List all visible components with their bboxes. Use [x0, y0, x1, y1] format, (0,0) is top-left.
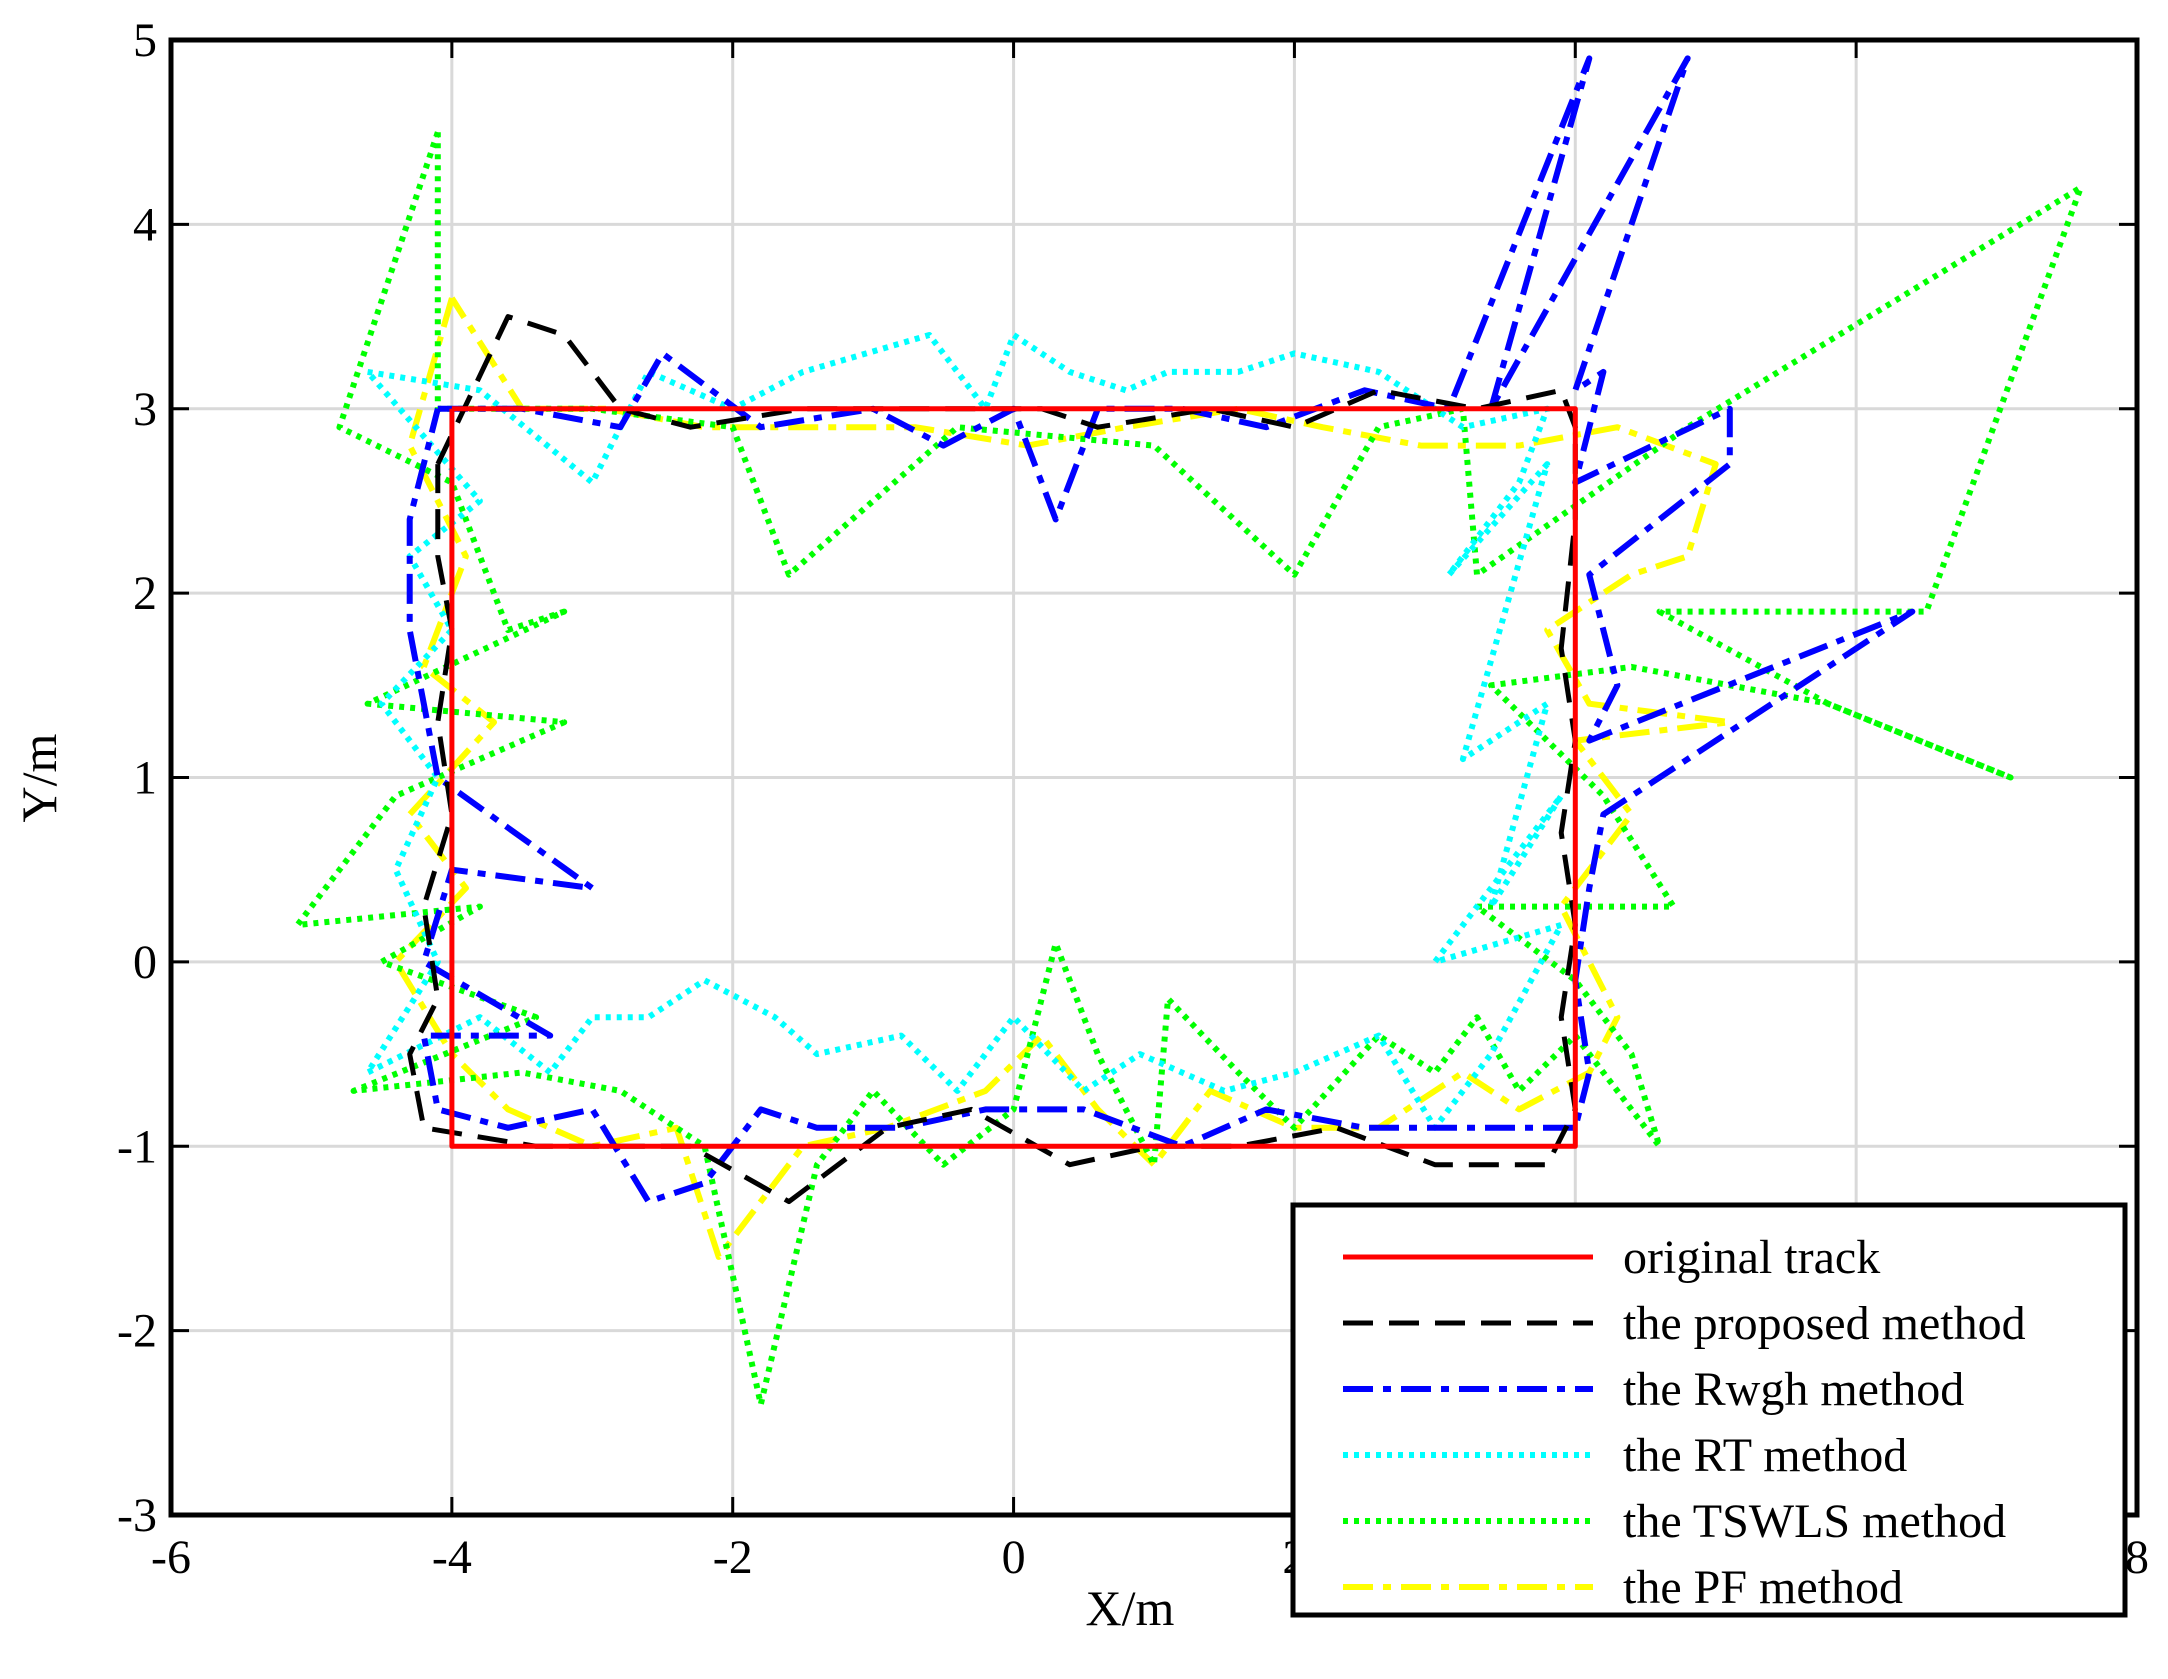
legend-label: original track	[1623, 1231, 1880, 1284]
y-tick-label: 5	[133, 14, 157, 67]
x-tick-label: 8	[2125, 1531, 2149, 1584]
x-tick-label: -4	[432, 1531, 472, 1584]
y-tick-label: 4	[133, 198, 157, 251]
series-line-original-track	[449, 406, 1578, 1149]
legend-label: the TSWLS method	[1623, 1495, 2006, 1548]
y-tick-label: 0	[133, 936, 157, 989]
y-tick-label: 2	[133, 567, 157, 620]
x-tick-label: 0	[1002, 1531, 1026, 1584]
legend-label: the RT method	[1623, 1429, 1907, 1482]
series-group	[294, 55, 2084, 1408]
y-axis-label: Y/m	[11, 733, 67, 822]
legend-label: the PF method	[1623, 1561, 1903, 1614]
legend-box	[1290, 1202, 2128, 1618]
y-tick-label: -1	[117, 1120, 157, 1173]
y-tick-label: -2	[117, 1305, 157, 1358]
legend-label: the proposed method	[1623, 1297, 2026, 1350]
x-tick-label: -6	[151, 1531, 191, 1584]
y-tick-label: 1	[133, 752, 157, 805]
x-axis-label: X/m	[1086, 1580, 1175, 1636]
legend-label: the Rwgh method	[1623, 1363, 1964, 1416]
series-line-the-rwgh-method	[406, 55, 1916, 1205]
legend: original track the proposed method the Rwg…	[1290, 1202, 2128, 1618]
y-tick-label: 3	[133, 383, 157, 436]
series-line-the-rt-method	[364, 332, 1565, 1131]
y-tick-label: -3	[117, 1489, 157, 1542]
x-tick-label: -2	[713, 1531, 753, 1584]
